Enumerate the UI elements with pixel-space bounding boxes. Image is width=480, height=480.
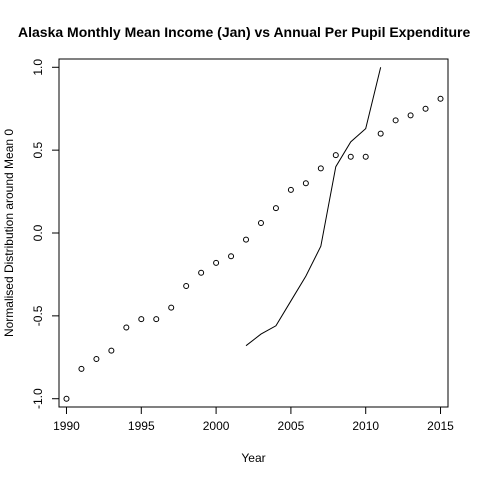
x-tick-label: 1990 — [53, 419, 80, 433]
x-tick-label: 2010 — [352, 419, 379, 433]
data-point — [198, 269, 205, 276]
y-tick-label: 0.0 — [31, 224, 45, 241]
y-axis: -1.0 -0.5 0.0 0.5 1.0 — [31, 59, 60, 409]
data-point — [153, 316, 160, 323]
series-line-group — [245, 67, 382, 347]
data-point — [377, 130, 384, 137]
x-tick-label: 1995 — [128, 419, 155, 433]
data-point — [183, 283, 190, 290]
x-axis-label: Year — [241, 451, 265, 465]
data-point — [78, 365, 85, 372]
data-point — [63, 395, 70, 402]
x-tick-label: 2000 — [203, 419, 230, 433]
x-tick-label: 2005 — [278, 419, 305, 433]
x-axis: 1990 1995 2000 2005 2010 2015 — [53, 406, 454, 433]
data-point — [228, 253, 235, 260]
x-tick-label: 2015 — [427, 419, 454, 433]
data-point — [168, 304, 175, 311]
data-point — [362, 153, 369, 160]
series-points-group — [63, 95, 444, 402]
y-axis-label: Normalised Distribution around Mean 0 — [2, 129, 16, 337]
data-point — [138, 316, 145, 323]
y-tick-label: -1.0 — [31, 388, 45, 409]
data-point — [287, 186, 294, 193]
data-point — [347, 153, 354, 160]
data-point — [407, 112, 414, 119]
data-point — [93, 355, 100, 362]
data-point — [272, 205, 279, 212]
y-tick-label: 1.0 — [31, 59, 45, 76]
plot-area-frame — [58, 58, 449, 408]
data-point — [243, 236, 250, 243]
y-tick-label: 0.5 — [31, 141, 45, 158]
data-point — [332, 152, 339, 159]
data-point — [422, 105, 429, 112]
data-point — [257, 220, 264, 227]
data-point — [123, 324, 130, 331]
series-line — [245, 67, 382, 347]
data-point — [302, 180, 309, 187]
y-tick-label: -0.5 — [31, 305, 45, 326]
data-point — [213, 259, 220, 266]
data-point — [392, 117, 399, 124]
data-point — [108, 347, 115, 354]
data-point — [317, 165, 324, 172]
chart-title: Alaska Monthly Mean Income (Jan) vs Annu… — [18, 24, 470, 40]
data-point — [437, 95, 444, 102]
